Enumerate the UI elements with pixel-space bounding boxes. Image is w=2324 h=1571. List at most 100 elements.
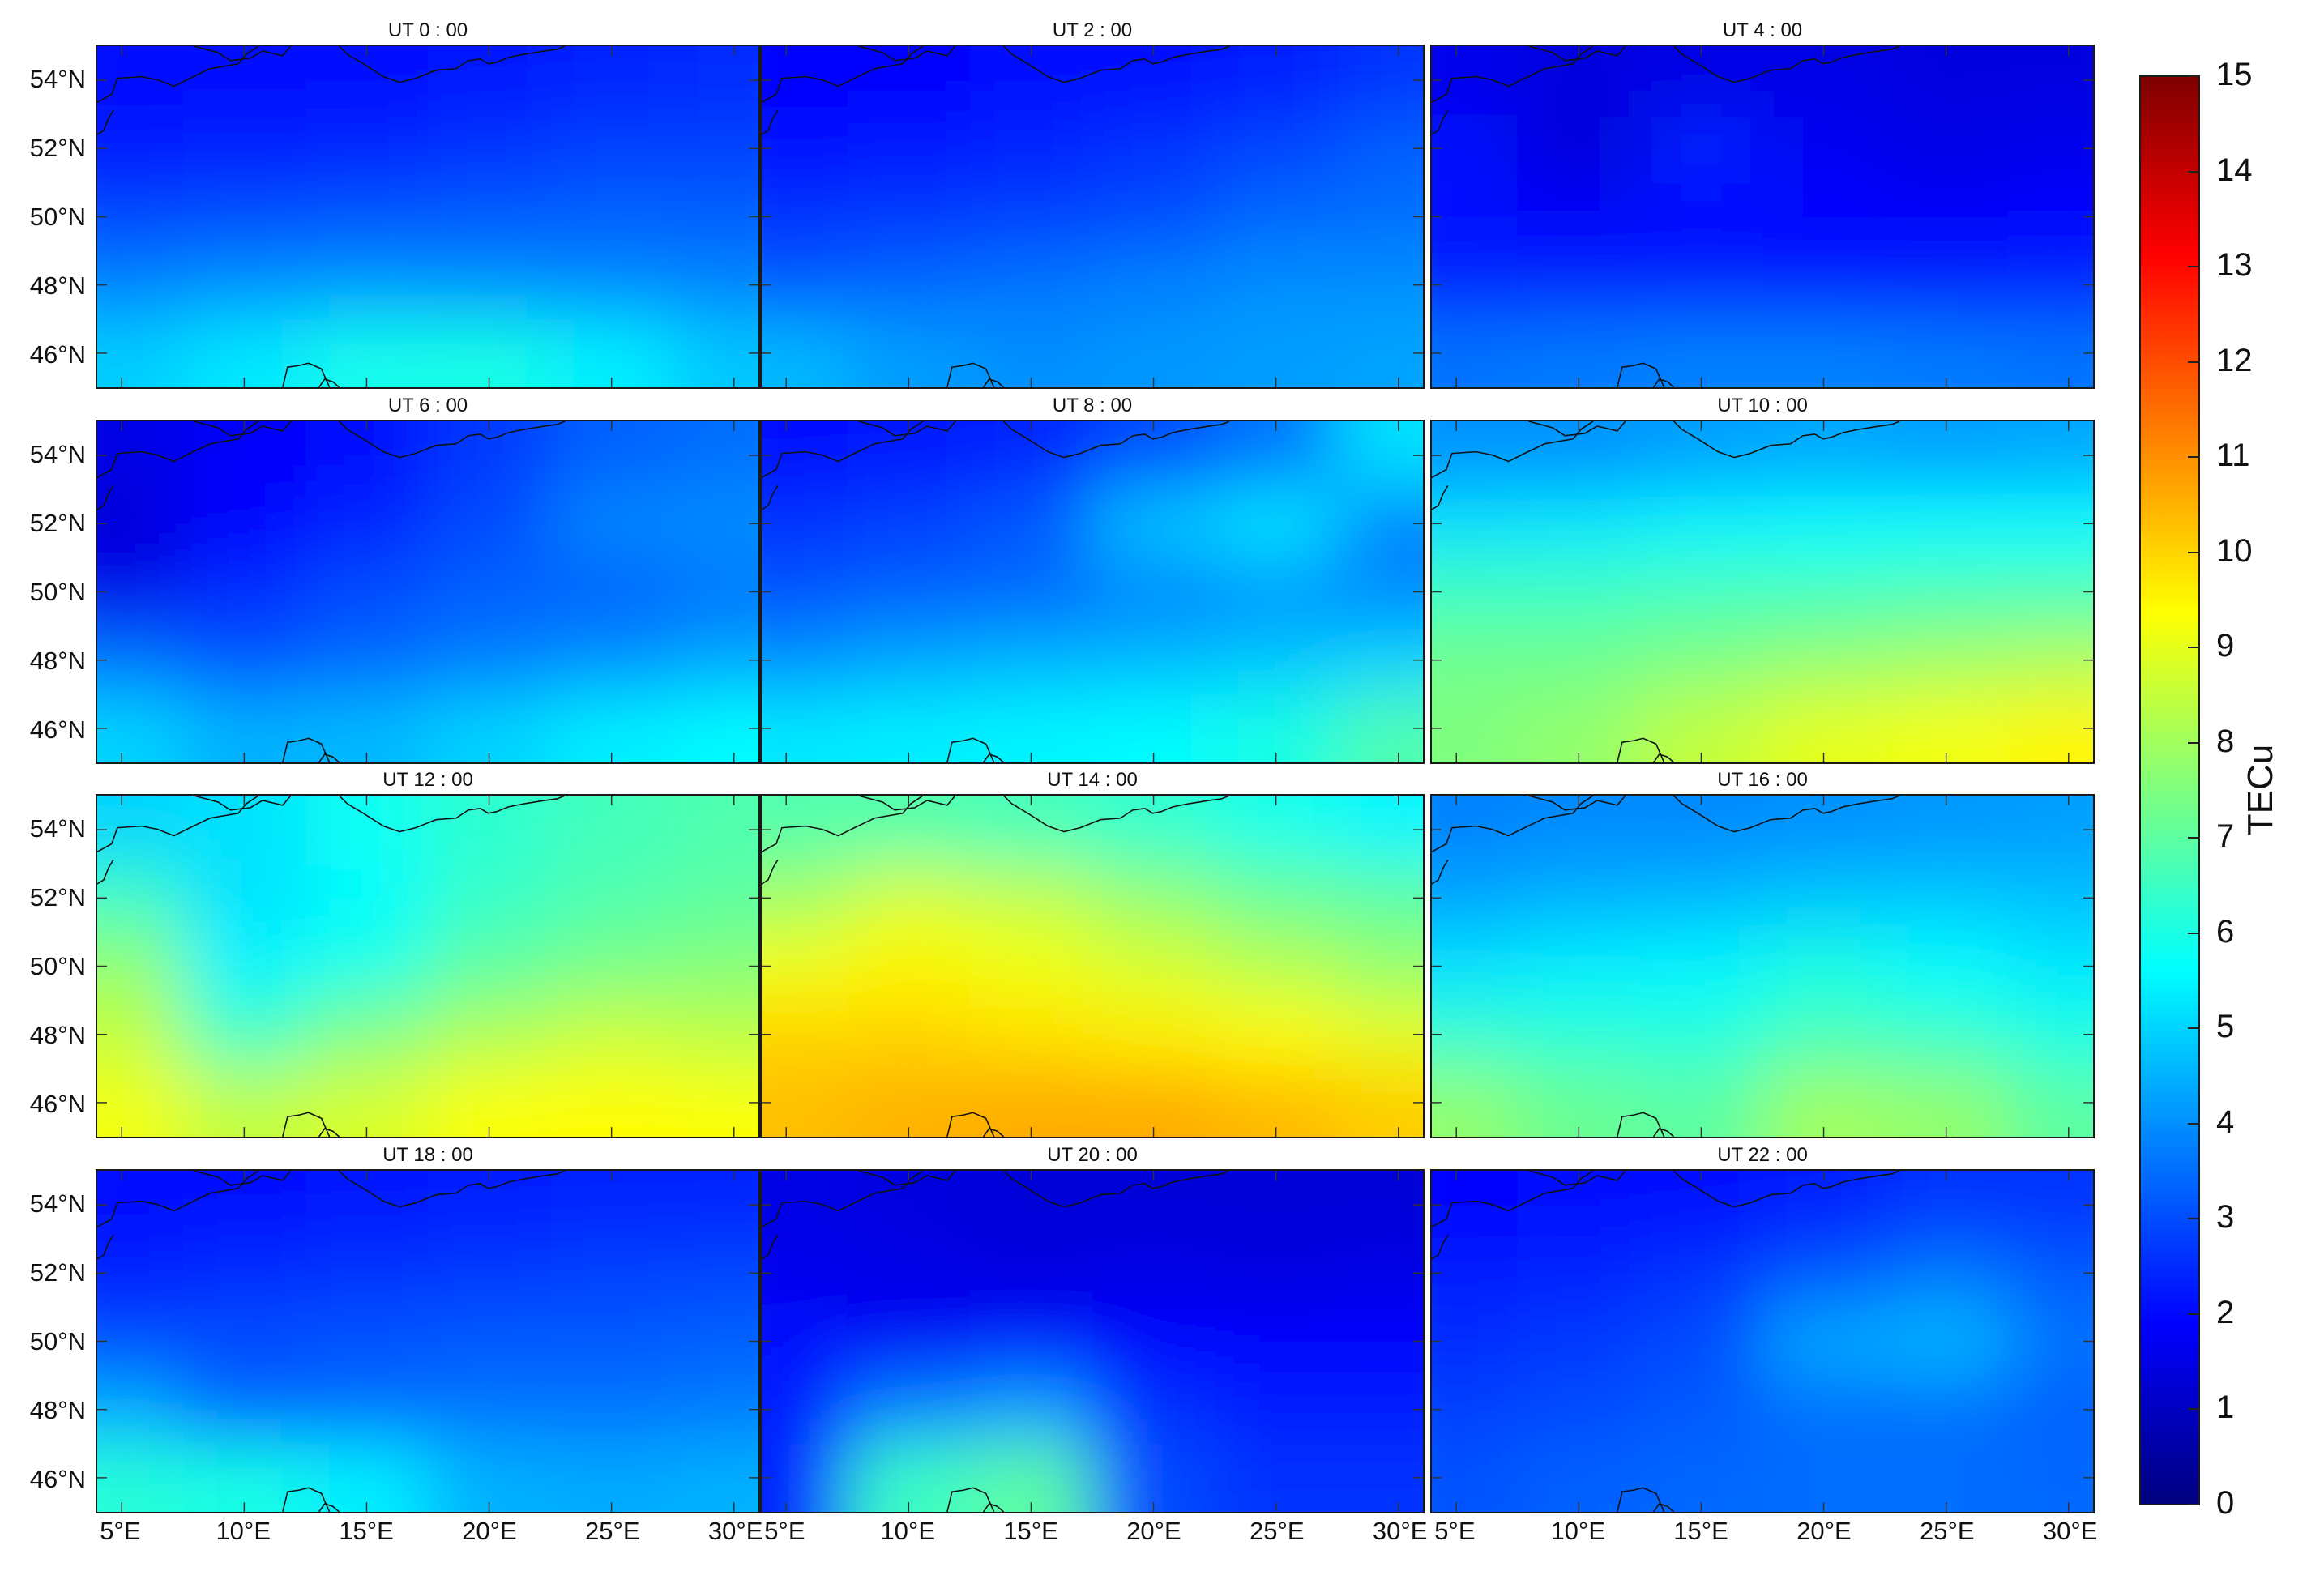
- heatmap-cell: [428, 796, 552, 865]
- lon-tick-label: 15°E: [339, 1517, 394, 1545]
- heatmap-cell: [1432, 1443, 1519, 1512]
- heatmap-cell: [550, 318, 674, 387]
- tec-heatmap: [762, 46, 1423, 387]
- heatmap-cell: [1432, 489, 1519, 559]
- heatmap-cell: [1517, 46, 1641, 116]
- heatmap-cell: [182, 864, 306, 933]
- lat-tick-label: 48°N: [29, 1020, 86, 1049]
- heatmap-cell: [97, 864, 184, 933]
- lat-tick-label: 48°N: [29, 271, 86, 300]
- colorbar-tick-label: 4: [2216, 1104, 2235, 1140]
- heatmap-cell: [305, 625, 429, 695]
- panel-title: UT 8 : 00: [1052, 395, 1133, 416]
- coastline: [946, 1487, 1005, 1512]
- heatmap-cell: [550, 1239, 674, 1308]
- heatmap-cell: [1337, 489, 1423, 559]
- heatmap-cell: [428, 1443, 552, 1512]
- colorbar-tick-label: 1: [2216, 1390, 2235, 1426]
- heatmap-cell: [428, 864, 552, 933]
- coastline: [1617, 1487, 1675, 1512]
- heatmap-cell: [1215, 318, 1339, 387]
- heatmap-cell: [1517, 489, 1641, 559]
- heatmap-cell: [969, 557, 1093, 627]
- heatmap-cell: [1762, 557, 1886, 627]
- heatmap-cell: [2007, 489, 2093, 559]
- heatmap-cell: [182, 1171, 306, 1240]
- heatmap-cell: [673, 625, 758, 695]
- heatmap-cell: [1092, 796, 1216, 865]
- coastline: [282, 1112, 340, 1137]
- colorbar-tick-label: 10: [2216, 532, 2253, 569]
- heatmap-cell: [673, 557, 758, 627]
- heatmap-cell: [182, 46, 306, 116]
- heatmap-cell: [1885, 182, 2009, 252]
- heatmap-cell: [1639, 694, 1763, 762]
- heatmap-cell: [1092, 489, 1216, 559]
- heatmap-cell: [762, 1171, 848, 1240]
- heatmap-cell: [1885, 1000, 2009, 1069]
- heatmap-cell: [1432, 1239, 1519, 1308]
- lon-tick-label: 5°E: [100, 1517, 141, 1545]
- lon-tick-label: 30°E: [707, 1517, 763, 1545]
- heatmap-cell: [1337, 421, 1423, 491]
- lat-tick-label: 46°N: [29, 1089, 86, 1118]
- heatmap-cell: [1432, 250, 1519, 320]
- heatmap-cell: [1517, 796, 1641, 865]
- coastline: [282, 362, 340, 387]
- heatmap-cell: [1215, 114, 1339, 184]
- heatmap-cell: [673, 1000, 758, 1069]
- heatmap-cell: [673, 489, 758, 559]
- heatmap-cell: [847, 1000, 971, 1069]
- heatmap-cell: [1337, 796, 1423, 865]
- coastline: [97, 46, 566, 135]
- heatmap-cell: [428, 182, 552, 252]
- heatmap-cell: [550, 932, 674, 1001]
- coastline: [762, 421, 1230, 510]
- heatmap-cell: [1337, 46, 1423, 116]
- lon-tick-label: 25°E: [584, 1517, 640, 1545]
- heatmap-cell: [1215, 625, 1339, 695]
- heatmap-cell: [550, 694, 674, 762]
- heatmap-cell: [2007, 46, 2093, 116]
- heatmap-cell: [673, 864, 758, 933]
- heatmap-cell: [305, 489, 429, 559]
- heatmap-cell: [2007, 318, 2093, 387]
- heatmap-cell: [2007, 557, 2093, 627]
- heatmap-cell: [428, 250, 552, 320]
- heatmap-cell: [1762, 1000, 1886, 1069]
- tec-heatmap: [1432, 421, 2093, 762]
- heatmap-cell: [847, 796, 971, 865]
- heatmap-cell: [97, 421, 184, 491]
- tec-heatmap: [97, 421, 758, 762]
- panel-title: UT 16 : 00: [1717, 769, 1808, 791]
- heatmap-cell: [1337, 1171, 1423, 1240]
- coastline: [1432, 46, 1900, 135]
- heatmap-cell: [1517, 421, 1641, 491]
- heatmap-cell: [762, 694, 848, 762]
- heatmap-cell: [1215, 1443, 1339, 1512]
- coastline: [1432, 421, 1900, 510]
- heatmap-cell: [1762, 625, 1886, 695]
- heatmap-cell: [2007, 421, 2093, 491]
- heatmap-cell: [305, 864, 429, 933]
- coastline: [1617, 362, 1675, 387]
- tec-heatmap: [762, 1171, 1423, 1512]
- heatmap-cell: [1517, 1171, 1641, 1240]
- heatmap-cell: [1762, 318, 1886, 387]
- lat-tick-label: 54°N: [29, 439, 86, 468]
- heatmap-cell: [762, 318, 848, 387]
- heatmap-cell: [305, 1239, 429, 1308]
- colorbar-tick: [2188, 741, 2200, 744]
- coastline: [97, 421, 566, 510]
- heatmap-cell: [1517, 250, 1641, 320]
- coastline: [762, 796, 1230, 885]
- heatmap-cell: [969, 489, 1093, 559]
- map-panel: [1430, 1169, 2095, 1513]
- heatmap-cell: [97, 1307, 184, 1377]
- colorbar-tick-label: 6: [2216, 913, 2235, 950]
- heatmap-cell: [1092, 694, 1216, 762]
- heatmap-cell: [428, 1375, 552, 1445]
- heatmap-cell: [1215, 796, 1339, 865]
- colorbar-tick: [2188, 647, 2200, 649]
- map-panel: [1430, 794, 2095, 1138]
